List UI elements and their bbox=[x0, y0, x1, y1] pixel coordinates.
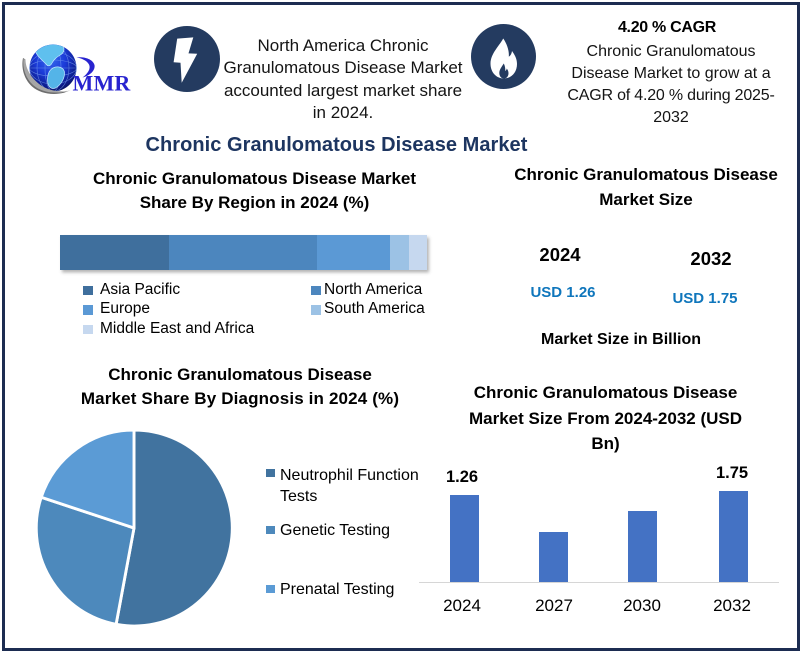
svg-text:MMR: MMR bbox=[73, 71, 132, 96]
